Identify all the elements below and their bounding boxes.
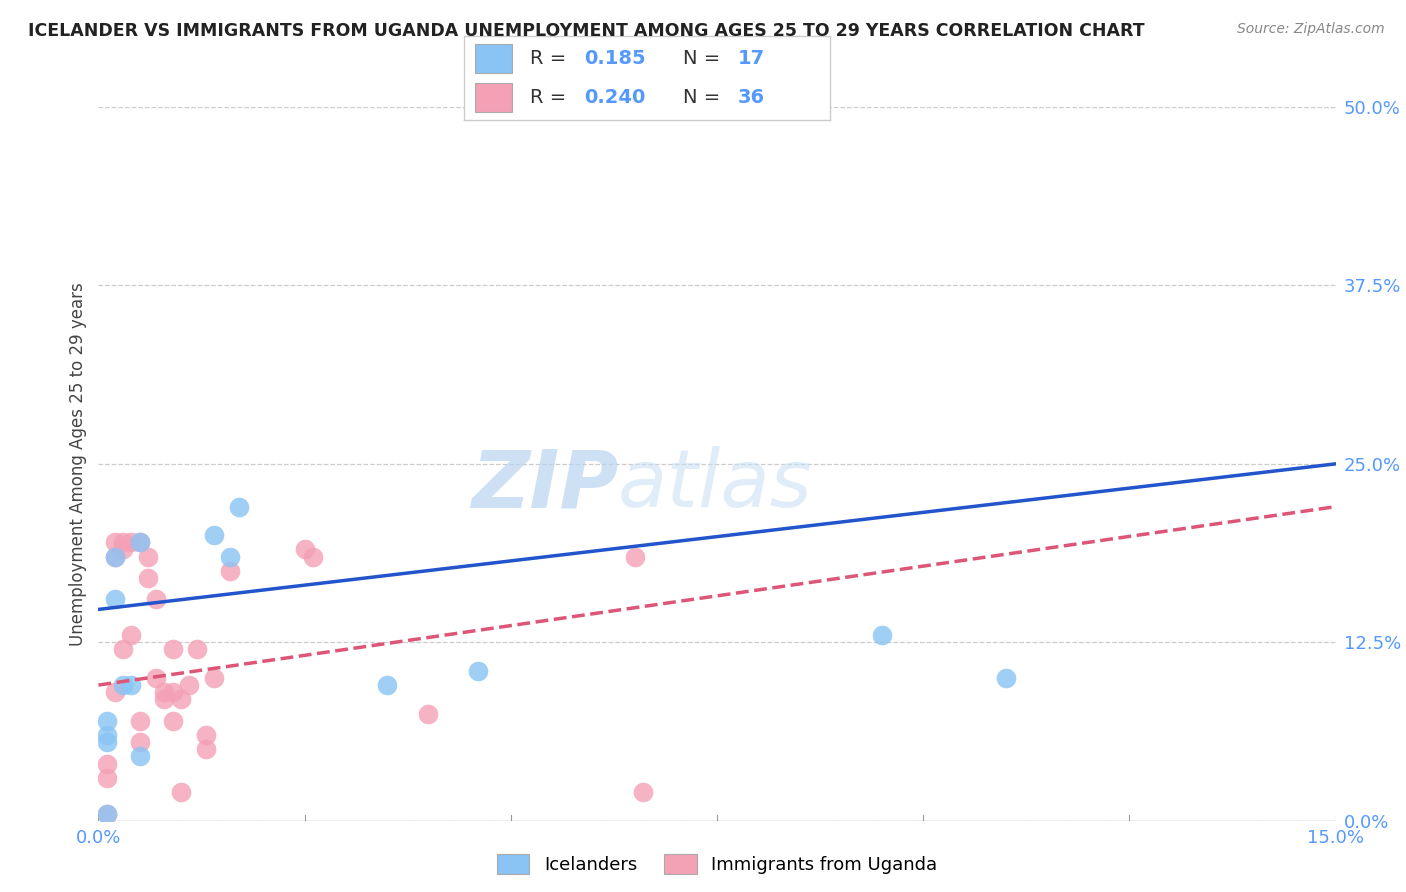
Point	[128, 714, 150, 728]
Point	[153, 685, 176, 699]
Point	[104, 685, 127, 699]
Point	[219, 564, 242, 578]
Point	[294, 542, 316, 557]
Text: atlas: atlas	[619, 446, 813, 524]
Point	[170, 785, 193, 799]
Y-axis label: Unemployment Among Ages 25 to 29 years: Unemployment Among Ages 25 to 29 years	[69, 282, 87, 646]
Point	[186, 642, 208, 657]
Point	[194, 742, 217, 756]
Text: 36: 36	[738, 88, 765, 107]
Point	[128, 535, 150, 549]
Point	[96, 806, 118, 821]
Text: N =: N =	[683, 88, 727, 107]
Point	[112, 678, 135, 692]
Point	[145, 671, 167, 685]
Point	[104, 549, 127, 564]
Point	[128, 735, 150, 749]
Point	[136, 571, 159, 585]
Text: ZIP: ZIP	[471, 446, 619, 524]
Point	[994, 671, 1017, 685]
Point	[96, 714, 118, 728]
Point	[202, 528, 225, 542]
Point	[162, 685, 184, 699]
Point	[96, 735, 118, 749]
Point	[96, 756, 118, 771]
Point	[96, 771, 118, 785]
Point	[112, 535, 135, 549]
Point	[418, 706, 440, 721]
Bar	[475, 83, 512, 112]
Point	[302, 549, 325, 564]
Point	[128, 535, 150, 549]
Point	[179, 678, 201, 692]
Point	[202, 671, 225, 685]
Point	[153, 692, 176, 706]
Text: R =: R =	[530, 88, 572, 107]
Point	[112, 542, 135, 557]
Point	[136, 549, 159, 564]
Point	[112, 642, 135, 657]
Text: Source: ZipAtlas.com: Source: ZipAtlas.com	[1237, 22, 1385, 37]
Text: R =: R =	[530, 49, 572, 68]
Point	[375, 678, 398, 692]
Point	[228, 500, 250, 514]
Point	[623, 549, 645, 564]
Text: N =: N =	[683, 49, 727, 68]
Point	[194, 728, 217, 742]
Point	[631, 785, 654, 799]
Text: 0.240: 0.240	[585, 88, 645, 107]
Point	[128, 749, 150, 764]
Point	[120, 535, 142, 549]
Point	[145, 592, 167, 607]
Text: 0.185: 0.185	[585, 49, 647, 68]
Point	[870, 628, 893, 642]
Legend: Icelanders, Immigrants from Uganda: Icelanders, Immigrants from Uganda	[488, 845, 946, 883]
Bar	[475, 44, 512, 73]
Point	[96, 806, 118, 821]
Point	[104, 592, 127, 607]
Point	[467, 664, 489, 678]
Point	[104, 535, 127, 549]
Point	[120, 678, 142, 692]
Text: 17: 17	[738, 49, 765, 68]
Point	[104, 549, 127, 564]
Point	[162, 714, 184, 728]
Point	[219, 549, 242, 564]
Point	[162, 642, 184, 657]
Text: ICELANDER VS IMMIGRANTS FROM UGANDA UNEMPLOYMENT AMONG AGES 25 TO 29 YEARS CORRE: ICELANDER VS IMMIGRANTS FROM UGANDA UNEM…	[28, 22, 1144, 40]
Point	[96, 728, 118, 742]
Point	[120, 628, 142, 642]
Point	[170, 692, 193, 706]
